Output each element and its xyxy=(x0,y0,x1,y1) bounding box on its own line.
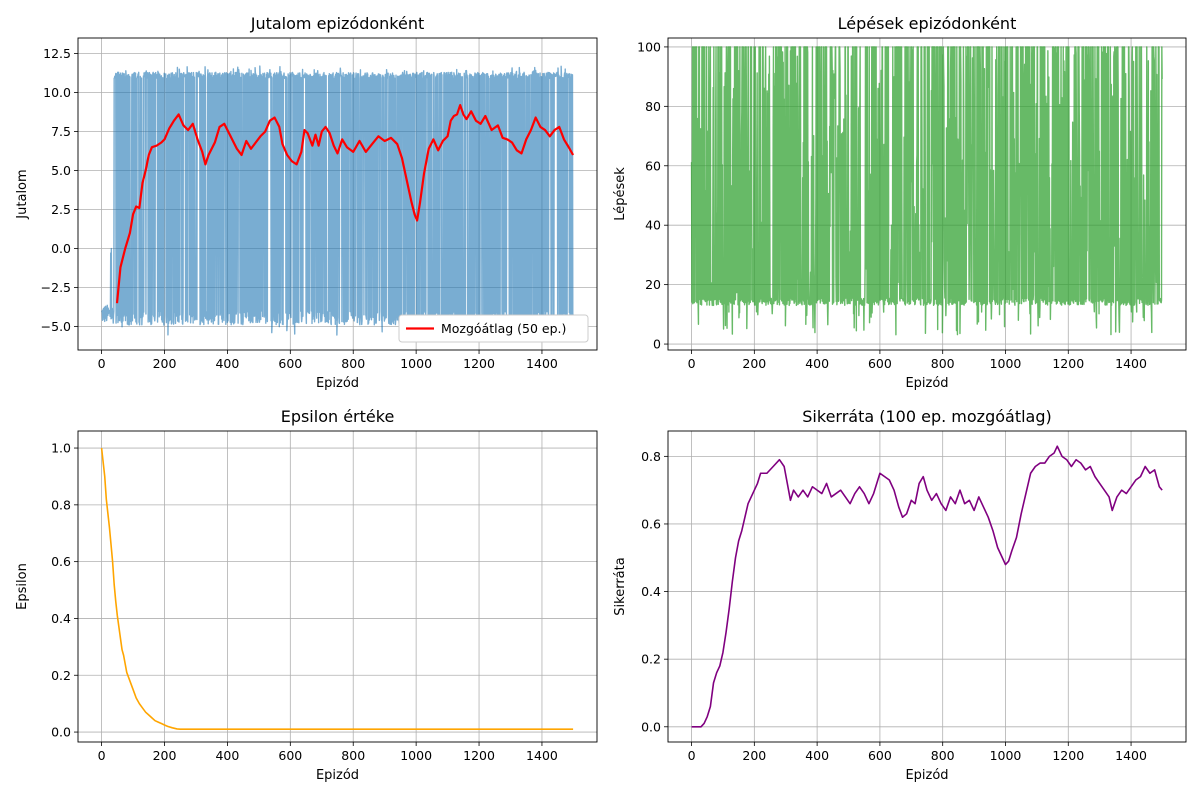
x-tick-label: 200 xyxy=(742,356,766,371)
x-tick-label: 1000 xyxy=(990,356,1022,371)
x-tick-label: 600 xyxy=(278,356,302,371)
success-rate-grid xyxy=(668,431,1186,742)
x-tick-label: 0 xyxy=(98,748,106,763)
series-line xyxy=(690,46,1163,336)
success-rate-panel: 0 200 400 600 800 1000 1200 1400 0.0 0.2 0.4 0.6 0.8… xyxy=(613,407,1187,783)
x-tick-label: 1400 xyxy=(1115,356,1147,371)
reward-ylabel: Jutalom xyxy=(15,169,30,219)
x-tick-label: 600 xyxy=(868,748,892,763)
x-tick-label: 400 xyxy=(215,748,239,763)
steps-xlabel: Epizód xyxy=(905,376,948,391)
epsilon-ylabel: Epsilon xyxy=(15,563,30,610)
epsilon-panel: 0 200 400 600 800 1000 1200 1400 0.0 0.2 0.4 0.6 0.8… xyxy=(15,407,598,783)
y-tick-label: 0.0 xyxy=(51,725,71,740)
y-tick-label: −2.5 xyxy=(41,280,71,295)
y-tick-label: 2.5 xyxy=(51,202,71,217)
epsilon-title: Epsilon értéke xyxy=(281,407,395,426)
y-tick-label: 0.4 xyxy=(641,584,661,599)
x-tick-label: 200 xyxy=(153,356,177,371)
y-tick-label: 0.0 xyxy=(51,241,71,256)
x-tick-label: 800 xyxy=(931,748,955,763)
y-tick-label: 0.6 xyxy=(641,516,661,531)
series-line xyxy=(691,445,1163,728)
steps-ticks: 0 200 400 600 800 1000 1200 1400 0 20 40 60 80 100 xyxy=(637,39,1147,371)
steps-title: Lépések epizódonként xyxy=(838,14,1017,33)
x-tick-label: 0 xyxy=(688,748,696,763)
legend-box xyxy=(398,314,589,343)
x-tick-label: 400 xyxy=(805,748,829,763)
success-rate-title: Sikerráta (100 ep. mozgóátlag) xyxy=(802,407,1051,426)
y-tick-label: 12.5 xyxy=(43,46,71,61)
steps-panel: 0 200 400 600 800 1000 1200 1400 0 20 40 60 80 100 Lé… xyxy=(613,14,1187,391)
x-tick-label: 1400 xyxy=(1115,748,1147,763)
y-tick-label: 0.0 xyxy=(641,719,661,734)
x-tick-label: 0 xyxy=(688,356,696,371)
epsilon-xlabel: Epizód xyxy=(316,768,359,783)
x-tick-label: 400 xyxy=(215,356,239,371)
y-tick-label: 10.0 xyxy=(43,85,71,100)
moving-average-line xyxy=(115,103,575,304)
success-rate-xlabel: Epizód xyxy=(905,768,948,783)
success-rate-ylabel: Sikerráta xyxy=(613,557,628,615)
epsilon-ticks: 0 200 400 600 800 1000 1200 1400 0.0 0.2 0.4 0.6 0.8… xyxy=(51,441,558,763)
x-tick-label: 1200 xyxy=(463,356,495,371)
x-tick-label: 1400 xyxy=(526,356,558,371)
y-tick-label: 0.8 xyxy=(641,449,661,464)
epsilon-grid xyxy=(78,431,597,742)
reward-axes-frame xyxy=(77,37,598,351)
x-tick-label: 600 xyxy=(868,356,892,371)
reward-series xyxy=(101,65,575,336)
steps-axes-frame xyxy=(667,37,1187,351)
epsilon-series xyxy=(100,447,574,731)
x-tick-label: 800 xyxy=(341,356,365,371)
success-rate-series xyxy=(691,445,1163,728)
x-tick-label: 1400 xyxy=(526,748,558,763)
x-tick-label: 800 xyxy=(341,748,365,763)
success-rate-axes-frame xyxy=(667,430,1187,743)
steps-series xyxy=(690,46,1163,336)
steps-ylabel: Lépések xyxy=(613,167,628,221)
x-tick-label: 400 xyxy=(805,356,829,371)
series-line xyxy=(101,65,574,336)
x-tick-label: 200 xyxy=(742,748,766,763)
y-tick-label: 5.0 xyxy=(51,163,71,178)
series-line xyxy=(100,447,574,731)
y-tick-label: 0.2 xyxy=(51,668,71,683)
reward-xlabel: Epizód xyxy=(316,376,359,391)
reward-ticks: 0 200 400 600 800 1000 1200 1400 −5.0 −2.5 0.0 2.5 5… xyxy=(41,46,558,371)
x-tick-label: 800 xyxy=(931,356,955,371)
legend-label: Mozgóátlag (50 ep.) xyxy=(441,321,566,336)
x-tick-label: 1200 xyxy=(1052,748,1084,763)
y-tick-label: 60 xyxy=(645,158,661,173)
y-tick-label: 0 xyxy=(653,337,661,352)
y-tick-label: 100 xyxy=(637,39,661,54)
x-tick-label: 600 xyxy=(278,748,302,763)
success-rate-ticks: 0 200 400 600 800 1000 1200 1400 0.0 0.2 0.4 0.6 0.8 xyxy=(641,449,1147,763)
y-tick-label: 0.4 xyxy=(51,611,71,626)
y-tick-label: 80 xyxy=(645,99,661,114)
x-tick-label: 200 xyxy=(153,748,177,763)
y-tick-label: 0.6 xyxy=(51,554,71,569)
y-tick-label: 20 xyxy=(645,277,661,292)
reward-title: Jutalom epizódonként xyxy=(250,14,425,33)
x-tick-label: 1200 xyxy=(463,748,495,763)
y-tick-label: 7.5 xyxy=(51,124,71,139)
x-tick-label: 1000 xyxy=(990,748,1022,763)
x-tick-label: 1000 xyxy=(400,356,432,371)
x-tick-label: 1200 xyxy=(1052,356,1084,371)
x-tick-label: 0 xyxy=(98,356,106,371)
epsilon-axes-frame xyxy=(77,430,598,743)
y-tick-label: 0.8 xyxy=(51,497,71,512)
x-tick-label: 1000 xyxy=(400,748,432,763)
reward-panel: 0 200 400 600 800 1000 1200 1400 −5.0 −2.5 0.0 2.5 5… xyxy=(15,14,598,391)
y-tick-label: 1.0 xyxy=(51,441,71,456)
y-tick-label: 0.2 xyxy=(641,652,661,667)
y-tick-label: −5.0 xyxy=(41,319,71,334)
y-tick-label: 40 xyxy=(645,218,661,233)
reward-legend: Mozgóátlag (50 ep.) xyxy=(398,314,589,343)
